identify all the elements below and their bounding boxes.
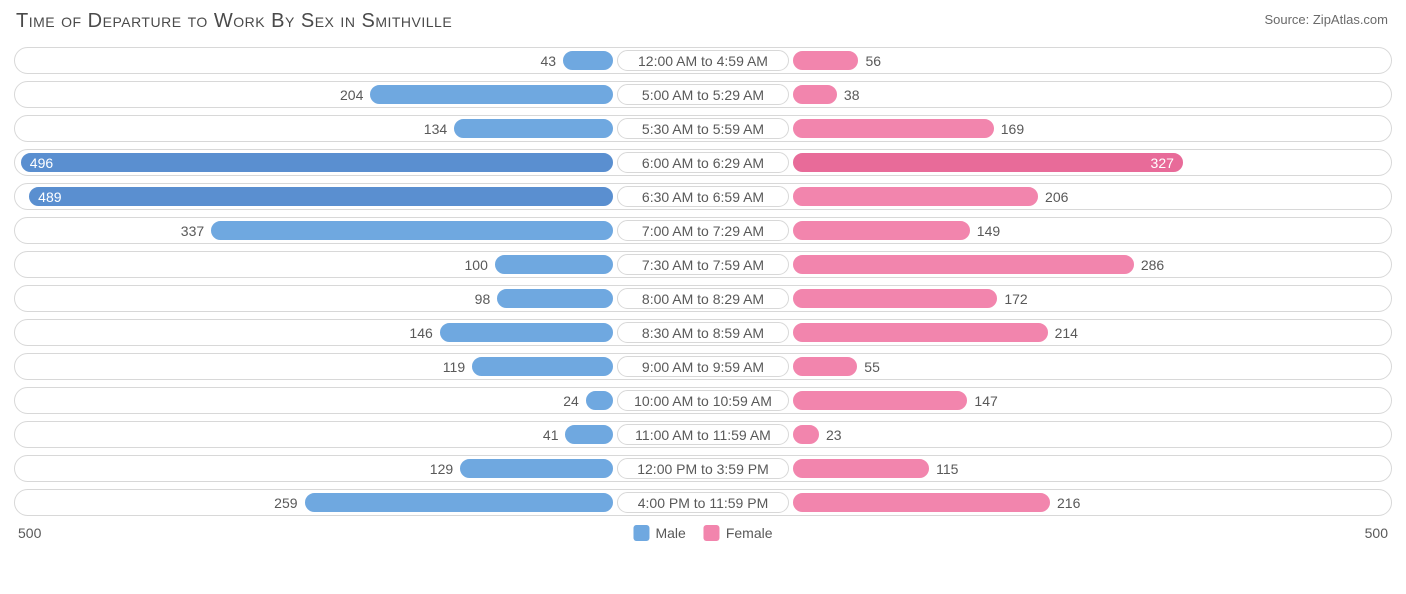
legend-item: Male: [633, 525, 685, 541]
male-value: 24: [535, 388, 585, 413]
data-row: 259 216 4:00 PM to 11:59 PM: [14, 489, 1392, 516]
male-value: 98: [446, 286, 496, 311]
female-bar: [792, 50, 859, 71]
female-value: 38: [838, 82, 888, 107]
female-value: 23: [820, 422, 870, 447]
legend-swatch: [704, 525, 720, 541]
category-label: 5:30 AM to 5:59 AM: [617, 118, 789, 139]
source-name: ZipAtlas.com: [1313, 12, 1388, 27]
data-row: 337 149 7:00 AM to 7:29 AM: [14, 217, 1392, 244]
female-value: 216: [1051, 490, 1101, 515]
data-row: 24 147 10:00 AM to 10:59 AM: [14, 387, 1392, 414]
data-row: 119 55 9:00 AM to 9:59 AM: [14, 353, 1392, 380]
data-row: 146 214 8:30 AM to 8:59 AM: [14, 319, 1392, 346]
male-bar: [369, 84, 613, 105]
category-label: 11:00 AM to 11:59 AM: [617, 424, 789, 445]
female-value: 55: [858, 354, 908, 379]
female-bar: [792, 288, 998, 309]
chart-title: Time of Departure to Work By Sex in Smit…: [16, 10, 1392, 33]
male-value: 489: [28, 184, 613, 209]
female-bar: [792, 84, 837, 105]
female-value: 286: [1135, 252, 1185, 277]
legend: Male Female: [633, 525, 772, 541]
category-label: 8:00 AM to 8:29 AM: [617, 288, 789, 309]
male-value: 100: [444, 252, 494, 277]
male-bar: [439, 322, 614, 343]
female-value: 206: [1039, 184, 1089, 209]
male-bar: [564, 424, 613, 445]
female-value: 327: [792, 150, 1183, 175]
male-value: 496: [20, 150, 614, 175]
female-bar: [792, 390, 968, 411]
category-label: 10:00 AM to 10:59 AM: [617, 390, 789, 411]
legend-label: Male: [655, 525, 685, 541]
female-value: 214: [1049, 320, 1099, 345]
female-bar: [792, 458, 930, 479]
female-value: 149: [971, 218, 1021, 243]
category-label: 12:00 AM to 4:59 AM: [617, 50, 789, 71]
data-row: 134 169 5:30 AM to 5:59 AM: [14, 115, 1392, 142]
data-row: 489 206 6:30 AM to 6:59 AM: [14, 183, 1392, 210]
male-bar: [562, 50, 613, 71]
female-bar: [792, 492, 1051, 513]
data-row: 41 23 11:00 AM to 11:59 AM: [14, 421, 1392, 448]
female-value: 172: [998, 286, 1048, 311]
category-label: 12:00 PM to 3:59 PM: [617, 458, 789, 479]
chart-footer: 500 500 Male Female: [14, 523, 1392, 547]
data-row: 43 56 12:00 AM to 4:59 AM: [14, 47, 1392, 74]
data-row: 496 3276:00 AM to 6:29 AM: [14, 149, 1392, 176]
female-bar: [792, 356, 858, 377]
male-bar: [304, 492, 614, 513]
female-value: 147: [968, 388, 1018, 413]
male-value: 146: [389, 320, 439, 345]
male-value: 204: [319, 82, 369, 107]
female-bar: [792, 322, 1048, 343]
female-bar: [792, 220, 970, 241]
male-value: 41: [514, 422, 564, 447]
legend-item: Female: [704, 525, 773, 541]
male-bar: [453, 118, 613, 139]
source-attribution: Source: ZipAtlas.com: [1264, 12, 1388, 27]
female-value: 56: [859, 48, 909, 73]
source-prefix: Source:: [1264, 12, 1312, 27]
axis-max-right: 500: [1365, 525, 1388, 541]
male-value: 134: [403, 116, 453, 141]
category-label: 9:00 AM to 9:59 AM: [617, 356, 789, 377]
male-bar: [459, 458, 613, 479]
male-bar: [494, 254, 614, 275]
female-bar: [792, 186, 1039, 207]
female-value: 115: [930, 456, 980, 481]
female-bar: [792, 118, 994, 139]
category-label: 4:00 PM to 11:59 PM: [617, 492, 789, 513]
male-value: 119: [421, 354, 471, 379]
category-label: 7:00 AM to 7:29 AM: [617, 220, 789, 241]
axis-max-left: 500: [18, 525, 41, 541]
legend-label: Female: [726, 525, 773, 541]
male-bar: [471, 356, 613, 377]
male-value: 43: [512, 48, 562, 73]
female-bar: [792, 424, 820, 445]
male-bar: [496, 288, 613, 309]
male-value: 129: [409, 456, 459, 481]
male-bar: [210, 220, 613, 241]
category-label: 8:30 AM to 8:59 AM: [617, 322, 789, 343]
diverging-bar-chart: 43 56 12:00 AM to 4:59 AM 204 38 5:00 AM to 5…: [14, 47, 1392, 516]
male-bar: [585, 390, 614, 411]
female-value: 169: [995, 116, 1045, 141]
data-row: 98 172 8:00 AM to 8:29 AM: [14, 285, 1392, 312]
male-value: 259: [254, 490, 304, 515]
category-label: 7:30 AM to 7:59 AM: [617, 254, 789, 275]
legend-swatch: [633, 525, 649, 541]
data-row: 129 115 12:00 PM to 3:59 PM: [14, 455, 1392, 482]
category-label: 5:00 AM to 5:29 AM: [617, 84, 789, 105]
category-label: 6:30 AM to 6:59 AM: [617, 186, 789, 207]
data-row: 204 38 5:00 AM to 5:29 AM: [14, 81, 1392, 108]
male-value: 337: [160, 218, 210, 243]
category-label: 6:00 AM to 6:29 AM: [617, 152, 789, 173]
data-row: 100 286 7:30 AM to 7:59 AM: [14, 251, 1392, 278]
female-bar: [792, 254, 1134, 275]
